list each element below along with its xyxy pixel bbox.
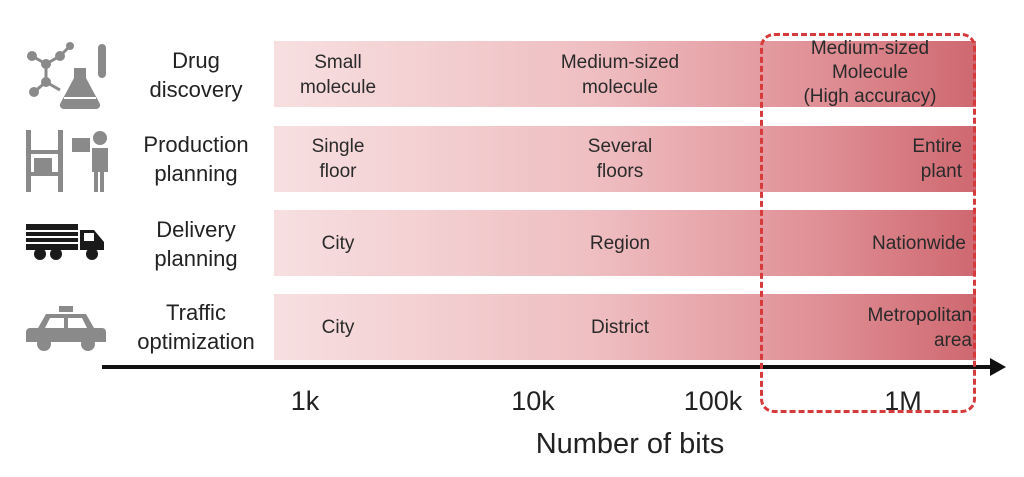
cell-production-planning-10k: Several floors [587,136,653,182]
cell-delivery-planning-10k: Region [589,233,651,254]
cell-delivery-planning-1m: Nationwide [872,233,966,254]
band-traffic-optimization [274,294,976,360]
cell-production-planning-1m: Entire plant [912,136,962,182]
row-label-traffic-optimization: Traffic optimization [137,300,255,354]
cell-delivery-planning-1k: City [321,233,355,254]
axis-arrowhead [990,358,1006,376]
factory-worker-icon [26,130,108,192]
row-label-production-planning: Production planning [143,132,249,186]
band-drug-discovery [274,41,976,107]
molecule-flask-icon [27,42,106,110]
band-production-planning [274,126,976,192]
cell-traffic-optimization-10k: District [590,317,650,338]
highlight-box-1m [760,33,976,413]
row-label-drug-discovery: Drug discovery [149,48,243,102]
taxi-icon [26,306,106,351]
tick-1k: 1k [290,386,320,416]
row-label-delivery-planning: Delivery planning [154,217,238,271]
cell-traffic-optimization-1k: City [321,317,355,338]
band-delivery-planning [274,210,976,276]
cell-drug-discovery-1m: Medium-sized Molecule (High accuracy) [803,38,937,107]
truck-icon [26,224,104,260]
axis-line [102,365,994,369]
tick-100k: 100k [683,386,743,416]
cell-production-planning-1k: Single floor [311,136,365,182]
cell-traffic-optimization-1m: Metropolitan area [867,305,972,351]
cell-drug-discovery-1k: Small molecule [299,52,377,98]
tick-10k: 10k [511,386,555,416]
axis-title: Number of bits [535,428,725,460]
cell-drug-discovery-10k: Medium-sized molecule [560,52,680,98]
